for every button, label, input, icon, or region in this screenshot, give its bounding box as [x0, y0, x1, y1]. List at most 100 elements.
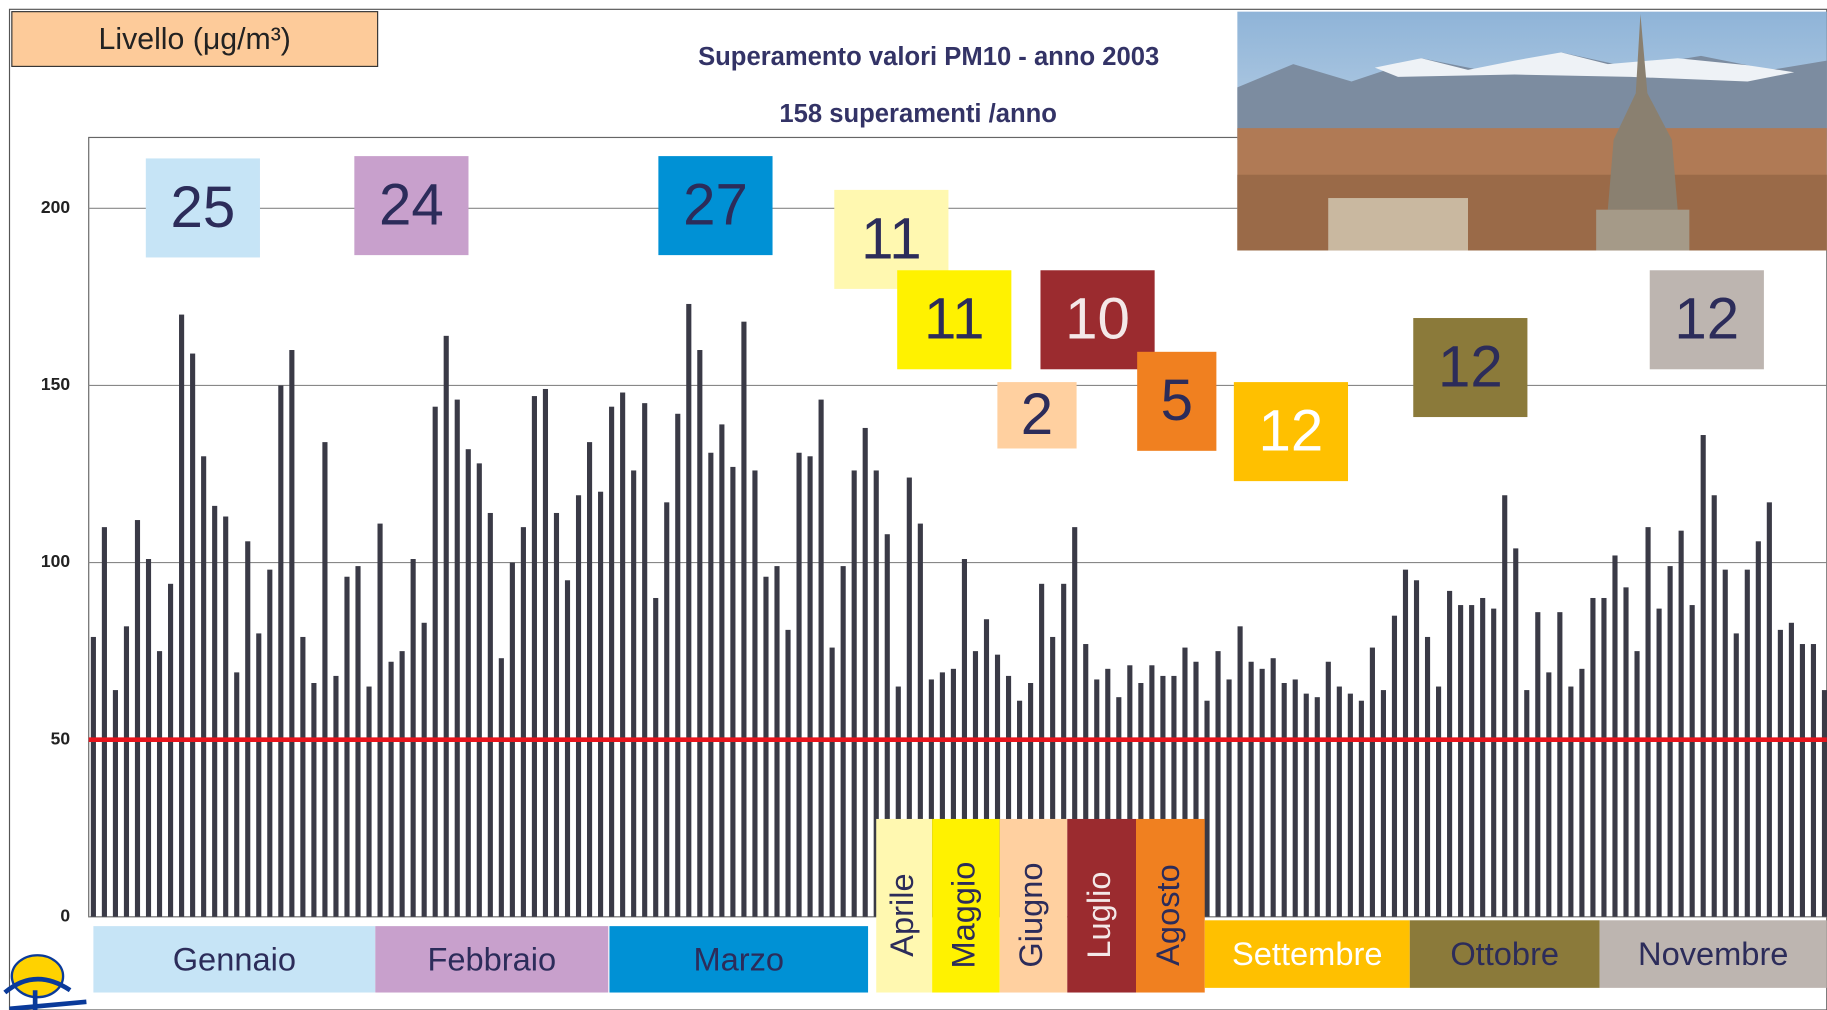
- bar: [1282, 683, 1287, 917]
- count-label: 2: [1021, 382, 1053, 447]
- count-label: 11: [861, 206, 921, 271]
- bar: [1348, 694, 1353, 917]
- bar: [1623, 587, 1628, 916]
- bar: [543, 389, 548, 917]
- bar: [532, 396, 537, 917]
- bar: [366, 687, 371, 917]
- bar: [686, 304, 691, 917]
- bar: [1800, 644, 1805, 917]
- month-label: Novembre: [1638, 935, 1788, 972]
- bar: [1215, 651, 1220, 917]
- bar: [1524, 690, 1529, 917]
- bar: [830, 648, 835, 917]
- bar: [333, 676, 338, 917]
- bar: [1204, 701, 1209, 917]
- bar: [1381, 690, 1386, 917]
- bar: [466, 449, 471, 917]
- bar: [1480, 598, 1485, 917]
- bar: [1359, 701, 1364, 917]
- chart: 050100150200 Livello (μg/m³) Superamento…: [0, 0, 1827, 1010]
- bar: [697, 350, 702, 917]
- bar: [631, 470, 636, 916]
- y-tick-label: 100: [41, 551, 70, 571]
- bar: [190, 354, 195, 917]
- bar: [1612, 555, 1617, 916]
- chart-subtitle: 158 superamenti /anno: [779, 100, 1057, 128]
- bar: [201, 456, 206, 917]
- bar: [344, 577, 349, 917]
- bar: [179, 315, 184, 917]
- count-label: 12: [1259, 398, 1324, 463]
- bar: [1646, 527, 1651, 917]
- month-label: Settembre: [1232, 935, 1382, 972]
- bar: [168, 584, 173, 917]
- bar: [1690, 605, 1695, 917]
- y-tick-label: 0: [60, 905, 70, 925]
- bar: [378, 524, 383, 917]
- count-label: 24: [379, 172, 444, 237]
- bar: [1822, 690, 1827, 917]
- bar: [1601, 598, 1606, 917]
- bar: [664, 502, 669, 916]
- bar: [1293, 679, 1298, 916]
- bar: [455, 400, 460, 917]
- bar: [267, 570, 272, 917]
- photo: [1237, 12, 1826, 251]
- bar: [1745, 570, 1750, 917]
- count-label: 12: [1438, 334, 1503, 399]
- count-label: 27: [683, 172, 748, 237]
- count-label: 11: [924, 287, 984, 352]
- bar: [1304, 694, 1309, 917]
- bar: [1436, 687, 1441, 917]
- bar: [719, 424, 724, 916]
- bar: [1568, 687, 1573, 917]
- bar: [433, 407, 438, 917]
- bar: [796, 453, 801, 917]
- month-label: Ottobre: [1450, 935, 1559, 972]
- bar: [521, 527, 526, 917]
- bar: [819, 400, 824, 917]
- bar: [675, 414, 680, 917]
- bar: [234, 672, 239, 916]
- bar: [1491, 609, 1496, 917]
- bar: [1249, 662, 1254, 917]
- bar: [1579, 669, 1584, 917]
- bar: [587, 442, 592, 917]
- bar: [135, 520, 140, 917]
- bar: [741, 322, 746, 917]
- bar: [477, 463, 482, 916]
- bar: [785, 630, 790, 917]
- bar: [863, 428, 868, 917]
- bar: [102, 527, 107, 917]
- logo: [5, 955, 87, 1010]
- bar: [1767, 502, 1772, 916]
- bar: [1315, 697, 1320, 917]
- bar: [212, 506, 217, 917]
- count-label: 10: [1065, 287, 1130, 352]
- bar: [124, 626, 129, 916]
- bar: [1392, 616, 1397, 917]
- month-label: Marzo: [693, 940, 784, 977]
- bar: [708, 453, 713, 917]
- bar: [653, 598, 658, 917]
- bar: [389, 662, 394, 917]
- bar: [444, 336, 449, 917]
- bar: [278, 385, 283, 916]
- bar: [609, 407, 614, 917]
- month-label: Maggio: [945, 862, 982, 969]
- count-label: 25: [170, 175, 235, 240]
- month-label: Gennaio: [173, 940, 296, 977]
- bar: [1271, 658, 1276, 917]
- bar: [499, 658, 504, 917]
- bar: [1403, 570, 1408, 917]
- bar: [1557, 612, 1562, 917]
- bar: [1502, 495, 1507, 917]
- bar: [642, 403, 647, 917]
- bar: [576, 495, 581, 917]
- bar: [752, 470, 757, 916]
- bar: [91, 637, 96, 917]
- bar: [488, 513, 493, 917]
- bar: [1734, 633, 1739, 916]
- bar: [300, 637, 305, 917]
- bar: [157, 651, 162, 917]
